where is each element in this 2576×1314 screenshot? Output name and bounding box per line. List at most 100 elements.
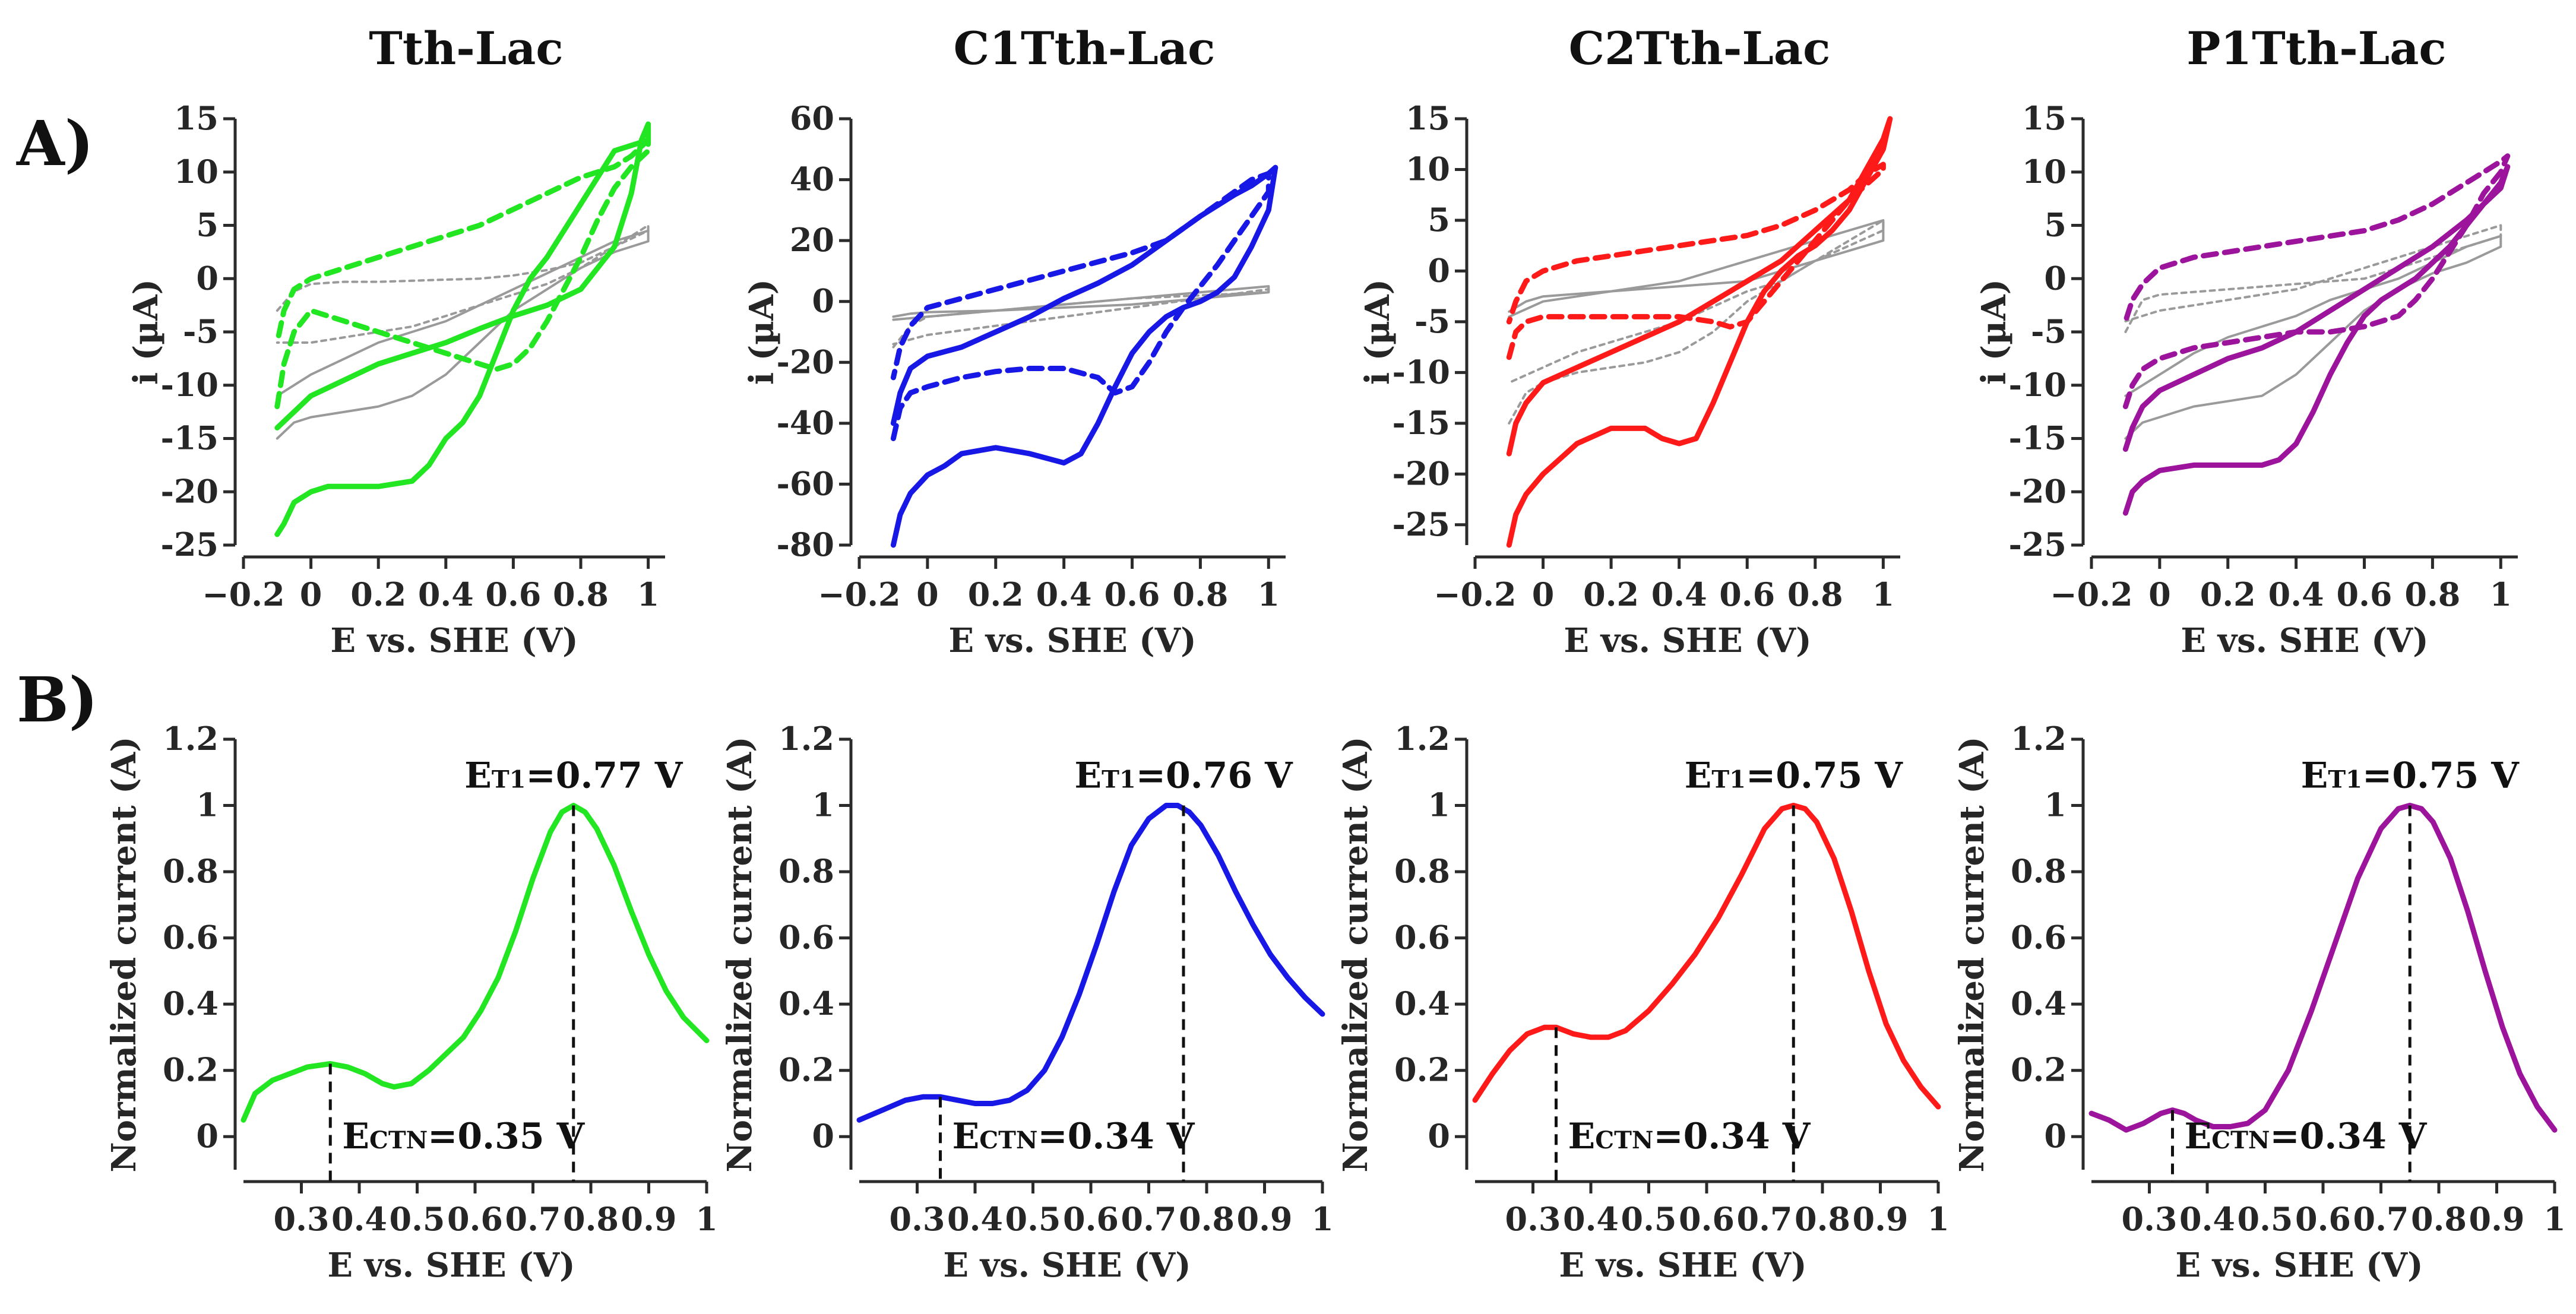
y-tick-label: 0.6 <box>779 919 834 957</box>
x-axis-label: E vs. SHE (V) <box>2181 621 2428 660</box>
x-tick-label: 0.3 <box>2122 1200 2178 1238</box>
x-axis-label: E vs. SHE (V) <box>943 1246 1191 1285</box>
y-tick-label: 1.2 <box>163 720 219 758</box>
y-tick-label: -20 <box>776 343 834 381</box>
y-tick-label: 0.8 <box>163 852 219 890</box>
series-line-enzyme-dashed <box>2122 153 2511 410</box>
y-tick-label: -20 <box>1392 454 1450 492</box>
peak-label-ECTN: ECTN=0.35 V <box>342 1116 585 1157</box>
y-tick-label: 10 <box>2022 153 2067 191</box>
x-tick-label: 0.4 <box>1651 575 1707 613</box>
x-tick-label: 0.6 <box>447 1200 503 1238</box>
y-tick-label: 0.2 <box>163 1051 219 1089</box>
series-line-control-dashed <box>2124 224 2502 333</box>
y-tick-label: 0 <box>196 259 219 297</box>
series-line-control-dashed <box>1508 219 1885 425</box>
x-tick-label: 0.3 <box>890 1200 945 1238</box>
y-tick-label: 15 <box>1406 99 1450 137</box>
y-tick-label: 1.2 <box>1394 720 1450 758</box>
y-tick-label: 0 <box>812 1117 834 1155</box>
x-tick-label: 0.9 <box>1853 1200 1909 1238</box>
panel-label-b: B) <box>17 663 98 736</box>
y-tick-label: -40 <box>776 404 834 442</box>
x-tick-label: 0.8 <box>1172 575 1228 613</box>
y-tick-label: 0.6 <box>2011 919 2067 957</box>
x-tick-label: 0.5 <box>2238 1200 2293 1238</box>
series-line-enzyme-solid <box>890 164 1278 548</box>
y-tick-label: 10 <box>174 153 219 191</box>
y-tick-label: -25 <box>1392 505 1450 543</box>
normalized-current-line <box>240 803 710 1123</box>
y-tick-label: 0.8 <box>2011 852 2067 890</box>
y-tick-label: 1 <box>812 786 834 824</box>
x-tick-label: 1 <box>637 575 660 613</box>
x-tick-label: 0.7 <box>1121 1200 1177 1238</box>
peak-label-ECTN: ECTN=0.34 V <box>2185 1116 2428 1157</box>
x-tick-label: −0.2 <box>2050 575 2132 613</box>
x-axis-label: E vs. SHE (V) <box>327 1246 575 1285</box>
y-tick-label: -20 <box>2008 472 2067 510</box>
y-axis-label: i (µA) <box>1974 279 2014 385</box>
x-tick-label: 0.8 <box>1795 1200 1850 1238</box>
y-tick-label: 0.8 <box>779 852 834 890</box>
chart-title: C1Tth-Lac <box>954 22 1216 75</box>
y-tick-label: 1.2 <box>779 720 834 758</box>
x-tick-label: 0.2 <box>1583 575 1639 613</box>
x-axis-label: E vs. SHE (V) <box>948 621 1196 660</box>
x-tick-label: 1 <box>1927 1200 1950 1238</box>
peak-label-ECTN: ECTN=0.34 V <box>952 1116 1195 1157</box>
panel-label-a: A) <box>16 107 94 180</box>
x-tick-label: 0.8 <box>1179 1200 1235 1238</box>
y-tick-label: 1 <box>2044 786 2067 824</box>
y-tick-label: -10 <box>1392 353 1450 391</box>
x-tick-label: 0.4 <box>2268 575 2324 613</box>
y-tick-label: -60 <box>776 464 834 502</box>
y-tick-label: 5 <box>1428 201 1450 239</box>
x-tick-label: 0.8 <box>1787 575 1843 613</box>
chart-b-4: 00.20.40.60.811.20.3 0.4 0.5 0.6 0.7 0.8 0.9 1E… <box>1952 720 2566 1285</box>
x-tick-label: 0.9 <box>1237 1200 1293 1238</box>
series-line-enzyme-dashed <box>1506 162 1886 360</box>
y-tick-label: -20 <box>160 472 219 510</box>
y-axis-label: i (µA) <box>742 279 781 385</box>
y-axis-label: Normalized current (A) <box>720 736 759 1172</box>
x-axis-label: E vs. SHE (V) <box>1559 1246 1806 1285</box>
x-tick-label: 0.6 <box>1105 575 1160 613</box>
y-tick-label: 0.2 <box>1394 1051 1450 1089</box>
x-tick-label: 0.5 <box>1621 1200 1677 1238</box>
chart-a-3: -25 -20 -15 -10 -5 0 5 10 15 −0.2 0 0.2 0.4 0.6 0.8 1 E … <box>1358 22 1900 660</box>
y-tick-label: -5 <box>2031 312 2067 350</box>
y-tick-label: -15 <box>2008 419 2067 457</box>
chart-b-3: 00.20.40.60.811.20.3 0.4 0.5 0.6 0.7 0.8 0.9 1E… <box>1336 720 1950 1285</box>
x-tick-label: 0.6 <box>2295 1200 2351 1238</box>
y-tick-label: 5 <box>196 206 219 244</box>
x-tick-label: 0.4 <box>2179 1200 2235 1238</box>
x-tick-label: 0.7 <box>1737 1200 1793 1238</box>
x-tick-label: 0.3 <box>274 1200 330 1238</box>
chart-a-2: -80 -60 -40 -20 0 20 40 60 −0.2 0 0.2 0.4 0.6 0.8 1 E v… <box>742 22 1286 660</box>
x-tick-label: 0.8 <box>563 1200 619 1238</box>
y-tick-label: 0 <box>196 1117 219 1155</box>
chart-b-2: 00.20.40.60.811.20.3 0.4 0.5 0.6 0.7 0.8 0.9 1E… <box>720 720 1334 1285</box>
x-tick-label: 0.6 <box>1719 575 1775 613</box>
normalized-current-line <box>1472 803 1941 1110</box>
x-axis-label: E vs. SHE (V) <box>330 621 578 660</box>
peak-label-ET1: ET1=0.76 V <box>1074 755 1293 797</box>
chart-title: P1Tth-Lac <box>2186 22 2446 75</box>
x-tick-label: 1 <box>1311 1200 1334 1238</box>
series-line-enzyme-solid <box>1506 116 1893 548</box>
x-tick-label: 0.6 <box>2337 575 2393 613</box>
peak-label-ET1: ET1=0.75 V <box>2301 755 2520 797</box>
y-axis-label: i (µA) <box>126 279 166 385</box>
y-tick-label: -5 <box>1414 302 1450 340</box>
chart-title: C2Tth-Lac <box>1569 22 1831 75</box>
y-tick-label: 40 <box>790 160 834 198</box>
y-tick-label: 0 <box>1428 251 1450 289</box>
series-line-control-solid <box>1508 219 1885 318</box>
x-tick-label: 0 <box>2148 575 2171 613</box>
x-tick-label: 0.7 <box>2353 1200 2409 1238</box>
chart-a-1: -25 -20 -15 -10 -5 0 5 10 15 −0.2 0 0.2 0.4 0.6 0.8 1 E … <box>126 22 665 660</box>
y-tick-label: 1 <box>1428 786 1450 824</box>
x-tick-label: 0.8 <box>2411 1200 2467 1238</box>
